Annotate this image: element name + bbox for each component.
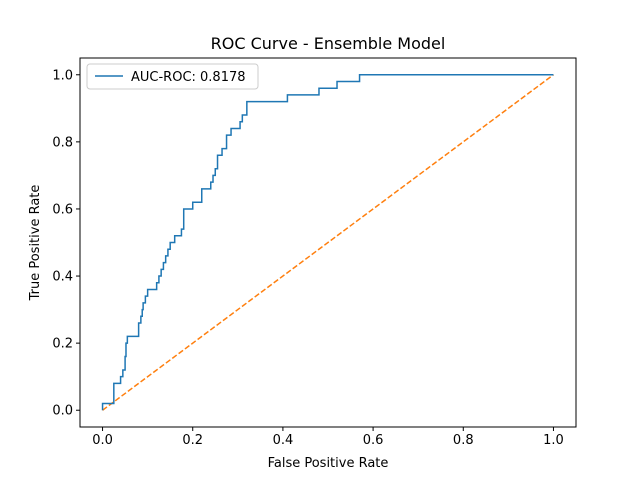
chance-diagonal-line xyxy=(102,74,554,411)
y-tick-label: 0.4 xyxy=(52,270,73,285)
x-axis-label: False Positive Rate xyxy=(268,456,389,471)
y-axis-label: True Positive Rate xyxy=(28,185,43,302)
legend-box xyxy=(86,63,259,90)
x-tick-label: 0.4 xyxy=(273,433,294,448)
chart-title: ROC Curve - Ensemble Model xyxy=(211,34,446,53)
y-tick-label: 0.0 xyxy=(52,404,73,419)
legend-series-label: AUC-ROC: 0.8178 xyxy=(131,70,246,85)
x-tick-label: 0.8 xyxy=(453,433,474,448)
x-axis-ticks: 0.0 0.2 0.4 0.6 0.8 1.0 xyxy=(92,427,564,448)
x-tick-label: 0.6 xyxy=(363,433,384,448)
series-layer xyxy=(101,74,554,411)
x-tick-label: 1.0 xyxy=(543,433,564,448)
y-tick-label: 0.6 xyxy=(52,202,73,217)
legend: AUC-ROC: 0.8178 xyxy=(86,63,259,90)
roc-curve-line xyxy=(101,74,554,411)
y-tick-label: 0.8 xyxy=(52,135,73,150)
y-axis-ticks: 0.0 0.2 0.4 0.6 0.8 1.0 xyxy=(52,68,80,419)
plot-frame xyxy=(79,57,577,428)
x-tick-label: 0.2 xyxy=(182,433,203,448)
y-tick-label: 1.0 xyxy=(52,68,73,83)
x-tick-label: 0.0 xyxy=(92,433,113,448)
y-tick-label: 0.2 xyxy=(52,337,73,352)
plot-area xyxy=(79,57,577,428)
